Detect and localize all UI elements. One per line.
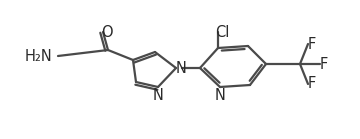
Text: N: N bbox=[176, 60, 186, 75]
Text: O: O bbox=[101, 24, 113, 39]
Text: F: F bbox=[308, 76, 316, 91]
Text: N: N bbox=[153, 87, 163, 102]
Text: Cl: Cl bbox=[215, 24, 229, 39]
Text: N: N bbox=[215, 87, 225, 102]
Text: F: F bbox=[320, 56, 328, 71]
Text: H₂N: H₂N bbox=[24, 49, 52, 64]
Text: F: F bbox=[308, 37, 316, 52]
